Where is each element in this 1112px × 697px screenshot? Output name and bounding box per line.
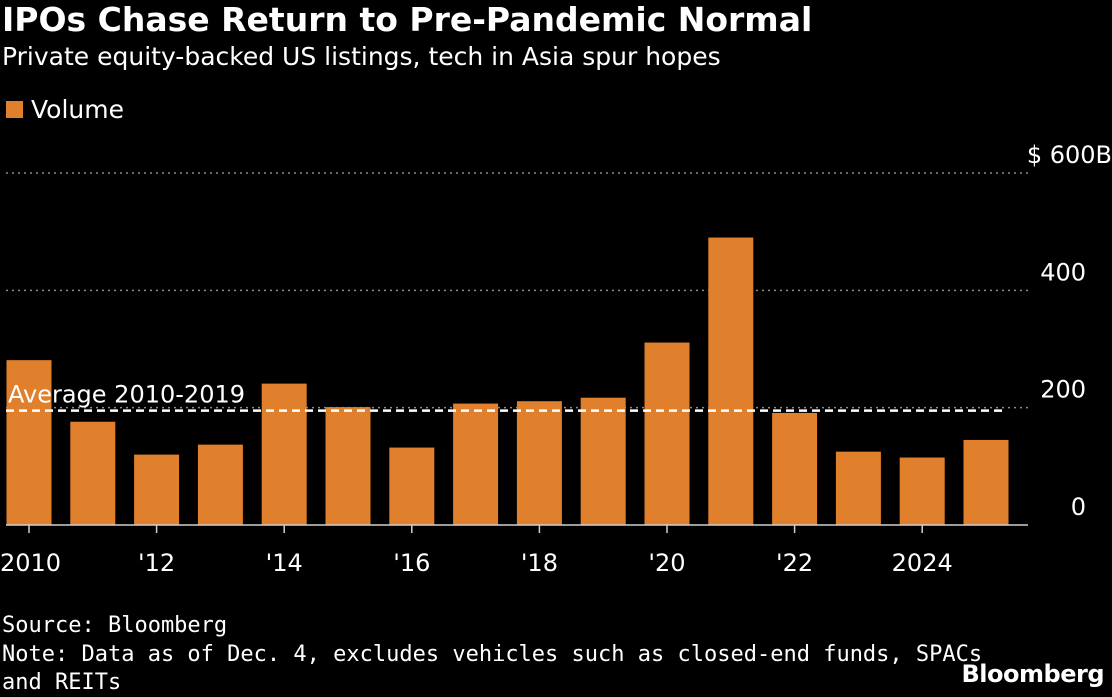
bar — [134, 454, 180, 525]
footnote: Note: Data as of Dec. 4, excludes vehicl… — [2, 641, 982, 697]
source-note: Source: Bloomberg — [2, 613, 228, 638]
bar — [6, 360, 52, 525]
footnote-line-2: and REITs — [2, 670, 122, 695]
legend: Volume — [6, 95, 124, 124]
bar — [325, 407, 371, 525]
bar — [644, 342, 690, 525]
chart-subtitle: Private equity-backed US listings, tech … — [2, 42, 721, 71]
chart-title: IPOs Chase Return to Pre-Pandemic Normal — [2, 0, 813, 39]
average-line-label: Average 2010-2019 — [8, 381, 245, 409]
x-tick-label: '14 — [266, 549, 303, 577]
y-tick-label: 0 — [1071, 493, 1086, 521]
x-tick-label: '18 — [521, 549, 558, 577]
x-tick-label: 2024 — [892, 549, 953, 577]
bar — [453, 403, 499, 525]
x-tick-label: '20 — [648, 549, 685, 577]
bar — [197, 444, 243, 525]
bar — [516, 401, 562, 525]
bar — [580, 397, 626, 525]
legend-label-volume: Volume — [31, 95, 124, 124]
x-tick-label: 2010 — [0, 549, 61, 577]
x-tick-label: '16 — [393, 549, 430, 577]
bar — [70, 421, 116, 525]
bar — [708, 237, 754, 526]
legend-swatch-volume — [6, 101, 23, 118]
y-tick-label: 200 — [1040, 376, 1086, 404]
bloomberg-logo: Bloomberg — [961, 660, 1105, 688]
bar — [261, 383, 307, 525]
bar — [389, 447, 435, 525]
bar — [899, 457, 945, 525]
footnote-line-1: Note: Data as of Dec. 4, excludes vehicl… — [2, 642, 983, 667]
y-tick-label: $ 600B — [1027, 141, 1112, 169]
bar — [963, 439, 1009, 525]
bar — [835, 451, 881, 525]
x-tick-label: '22 — [776, 549, 813, 577]
bar — [772, 412, 818, 525]
y-tick-label: 400 — [1040, 258, 1086, 286]
x-tick-label: '12 — [138, 549, 175, 577]
